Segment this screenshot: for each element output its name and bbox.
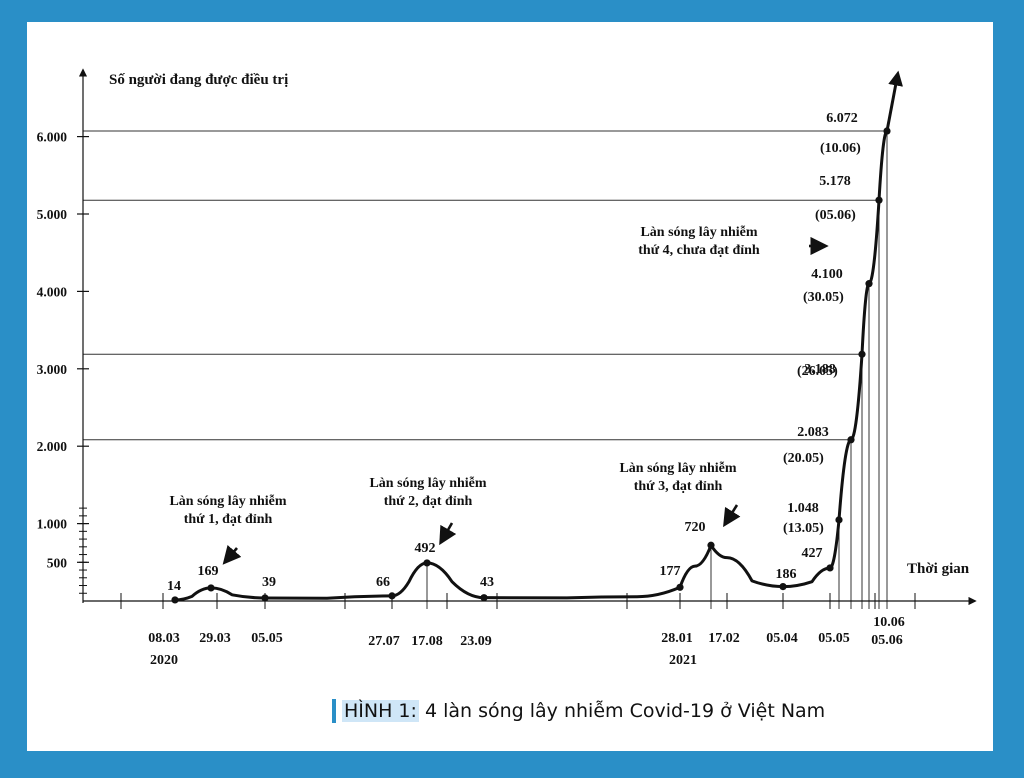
data-point [865,280,873,288]
date-label-inline: (13.05) [783,521,824,536]
x-tick-label: 05.04 [766,631,798,646]
value-label: 3.188 [804,362,836,377]
caption-label: HÌNH 1: [342,700,419,722]
data-point [875,196,883,204]
x-tick-label: 17.02 [708,631,740,646]
data-point [707,541,715,549]
figure-panel: 500 1.000 2.000 3.000 4.000 5.000 6.000 Số ngư… [27,22,993,751]
x-tick-label: 27.07 [368,634,400,649]
data-point [480,594,488,602]
y-tick-label: 1.000 [37,517,68,532]
series-line [174,129,889,602]
y-tick-label: 4.000 [37,284,68,299]
covid-waves-chart: 500 1.000 2.000 3.000 4.000 5.000 6.000 Số ngư… [37,68,977,668]
year-label: 2021 [669,653,697,668]
y-tick-label: 2.000 [37,439,68,454]
value-label: 177 [660,564,681,579]
caption-text: 4 làn sóng lây nhiễm Covid-19 ở Việt Nam [418,700,826,722]
y-tick-label: 5.000 [37,207,68,222]
annotation-line: thứ 3, đạt đỉnh [634,479,723,494]
trend-arrow [885,70,903,132]
date-label-inline: (20.05) [783,451,824,466]
date-label-inline: (30.05) [803,290,844,305]
value-label: 427 [802,546,823,561]
annotation-line: thứ 2, đạt đỉnh [384,494,473,509]
year-label: 2020 [150,653,178,668]
value-label: 169 [198,564,219,579]
data-point [835,516,843,524]
value-label: 186 [776,567,797,582]
date-label-inline: (10.06) [820,141,861,156]
y-tick-label: 500 [47,555,68,570]
annotation-arrow [222,545,242,565]
annotation-line: thứ 4, chưa đạt đỉnh [638,243,760,258]
value-label: 5.178 [819,174,851,189]
figure-caption: HÌNH 1: 4 làn sóng lây nhiễm Covid-19 ở … [332,698,825,724]
value-label: 6.072 [826,111,858,126]
date-label-inline: (05.06) [815,208,856,223]
data-point [171,596,179,604]
annotation-arrow [439,522,457,546]
x-tick-label: 28.01 [661,631,693,646]
x-axis-label: Thời gian [907,561,970,577]
y-tick-label: 3.000 [37,362,68,377]
data-point [207,584,215,592]
annotation-line: Làn sóng lây nhiễm [169,493,286,509]
x-tick-label: 05.06 [871,633,903,648]
date-label-inline: (26.05) [797,364,838,379]
wave-annotation: Làn sóng lây nhiễm thứ 3, đạt đỉnh [619,460,741,528]
x-tick-label: 17.08 [411,634,443,649]
annotation-line: Làn sóng lây nhiễm [369,475,486,491]
value-label: 2.083 [797,425,829,440]
y-axis-label: Số người đang được điều trị [109,72,288,88]
data-point [858,350,866,358]
wave-annotation: Làn sóng lây nhiễm thứ 2, đạt đỉnh [369,475,487,546]
value-label: 492 [415,541,436,556]
wave-annotation: Làn sóng lây nhiễm thứ 4, chưa đạt đỉnh [638,224,829,258]
x-tick-label: 08.03 [148,631,180,646]
value-label: 66 [376,575,390,590]
data-point [261,594,269,602]
annotation-arrow [723,504,741,528]
value-label: 39 [262,575,276,590]
x-tick-label: 05.05 [818,631,850,646]
wave-annotation: Làn sóng lây nhiễm thứ 1, đạt đỉnh [169,493,287,565]
annotation-line: Làn sóng lây nhiễm [619,460,736,476]
data-point [423,559,431,567]
y-tick-label: 6.000 [37,130,68,145]
data-point [883,127,891,135]
caption-accent-bar [332,699,336,723]
value-label: 43 [480,575,494,590]
data-point [847,436,855,444]
annotation-line: thứ 1, đạt đỉnh [184,512,273,527]
x-tick-label: 05.05 [251,631,283,646]
value-label: 14 [167,579,181,594]
value-label: 1.048 [787,501,819,516]
value-label: 4.100 [811,267,843,282]
data-point [826,564,834,572]
value-label: 720 [685,520,706,535]
x-tick-label: 29.03 [199,631,231,646]
data-point [388,592,396,600]
data-point [779,583,787,591]
x-tick-label: 23.09 [460,634,492,649]
annotation-line: Làn sóng lây nhiễm [640,224,757,240]
x-tick-label: 10.06 [873,615,905,630]
data-point [676,583,684,591]
